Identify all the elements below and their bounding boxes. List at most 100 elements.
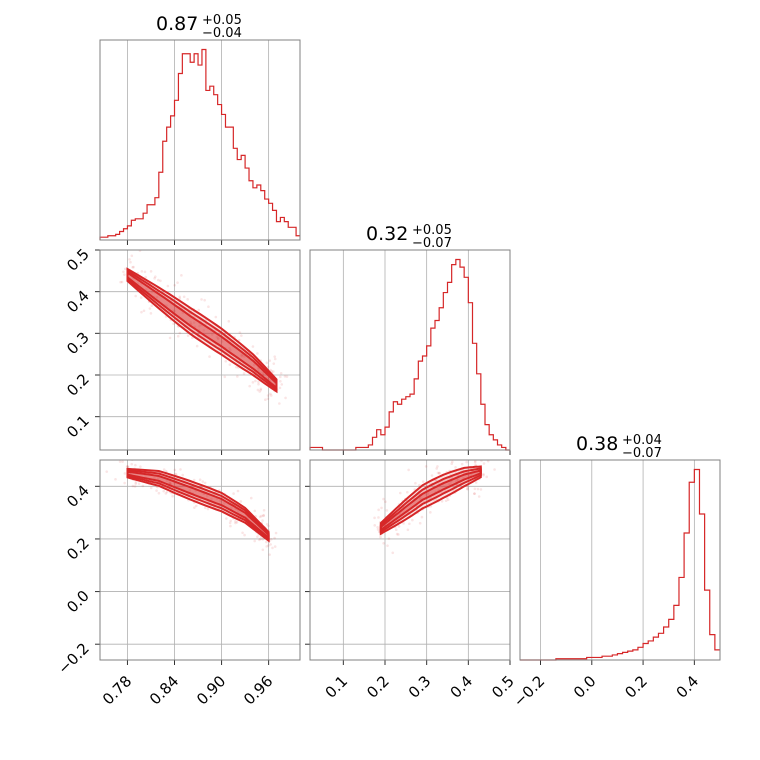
sample-point <box>229 348 232 352</box>
axes-frame <box>309 459 511 661</box>
sample-point <box>257 380 260 384</box>
sample-point <box>256 388 260 392</box>
sample-point <box>210 333 214 336</box>
sample-point <box>180 274 183 277</box>
sample-point <box>395 532 399 536</box>
sample-point <box>208 355 211 358</box>
sample-point <box>262 513 265 517</box>
sample-point <box>229 519 233 523</box>
x-tick-label: 0.4 <box>447 672 477 702</box>
sample-point <box>438 472 441 475</box>
sample-point <box>240 353 243 357</box>
sample-point <box>229 524 232 528</box>
sample-point <box>466 487 469 491</box>
sample-point <box>232 492 235 495</box>
histogram-line <box>520 468 720 661</box>
sample-point <box>188 489 192 492</box>
title-param2-median: 0.32 <box>366 223 408 245</box>
sample-point <box>154 275 157 278</box>
sample-point <box>438 471 441 475</box>
panel-param3-histogram: −0.2 0.0 0.2 0.4 <box>510 459 721 711</box>
sample-point <box>257 367 260 371</box>
sample-point <box>134 482 137 485</box>
sample-point <box>173 472 177 476</box>
sample-point <box>435 467 438 470</box>
sample-point <box>165 479 169 483</box>
sample-point <box>408 522 411 526</box>
sample-point <box>130 462 134 466</box>
sample-point <box>266 397 270 401</box>
sample-point <box>203 298 206 302</box>
sample-point <box>382 542 385 545</box>
sample-point <box>270 369 273 373</box>
sample-point <box>227 319 231 323</box>
panel-param3-vs-param2-2d: 0.1 0.2 0.3 0.4 0.5 <box>305 454 518 702</box>
sample-point <box>258 538 261 542</box>
sample-point <box>118 460 122 463</box>
sample-point <box>258 390 261 393</box>
sample-point <box>129 260 132 264</box>
sample-point <box>228 521 232 525</box>
x-tick-label: 0.1 <box>322 672 352 702</box>
sample-point <box>166 284 170 288</box>
sample-point <box>157 476 160 480</box>
sample-point <box>164 492 168 495</box>
sample-point <box>153 476 156 480</box>
sample-point <box>411 518 414 522</box>
sample-point <box>173 309 176 313</box>
sample-point <box>134 480 138 484</box>
sample-point <box>139 296 143 299</box>
sample-point <box>261 519 264 522</box>
sample-point <box>239 500 243 503</box>
axes-frame <box>519 459 721 661</box>
sample-point <box>380 506 383 510</box>
sample-point <box>397 533 400 536</box>
sample-point <box>191 336 194 340</box>
panel-param2-vs-param1-2d: 0.1 0.2 0.3 0.4 0.5 <box>63 245 301 455</box>
sample-point <box>420 515 424 519</box>
contour-line <box>126 270 278 390</box>
sample-point <box>259 387 263 391</box>
sample-point <box>119 280 122 284</box>
sample-point <box>131 484 135 488</box>
sample-point <box>273 545 277 548</box>
sample-point <box>222 502 226 505</box>
density-fill <box>127 269 277 392</box>
contour-line <box>379 465 482 536</box>
title-param1-minus: −0.04 <box>202 26 242 41</box>
title-param2-minus: −0.07 <box>412 236 452 251</box>
sample-point <box>398 491 402 495</box>
sample-point <box>236 489 240 493</box>
sample-point <box>475 456 478 459</box>
sample-point <box>451 457 454 460</box>
sample-point <box>269 537 273 541</box>
sample-point <box>259 388 263 392</box>
sample-point <box>202 329 206 332</box>
sample-point <box>203 481 207 485</box>
sample-point <box>418 521 422 525</box>
sample-point <box>197 308 201 312</box>
sample-point <box>402 522 405 525</box>
sample-point <box>377 516 380 519</box>
sample-point <box>122 270 125 274</box>
sample-point <box>176 334 180 338</box>
sample-point <box>155 295 159 299</box>
sample-point <box>451 460 454 464</box>
sample-point <box>153 277 156 280</box>
sample-point <box>131 265 134 269</box>
sample-point <box>268 553 271 556</box>
sample-point <box>454 466 457 469</box>
sample-point <box>486 460 490 463</box>
sample-point <box>217 336 220 340</box>
sample-point <box>269 394 273 397</box>
sample-point <box>471 454 474 457</box>
sample-point <box>278 402 281 405</box>
sample-point <box>394 528 398 532</box>
sample-point <box>186 298 189 301</box>
sample-point <box>238 331 242 334</box>
title-param1-plus: +0.05 <box>202 13 242 28</box>
y-tick-label: 0.4 <box>63 481 93 511</box>
sample-point <box>179 468 182 471</box>
sample-point <box>149 312 153 315</box>
